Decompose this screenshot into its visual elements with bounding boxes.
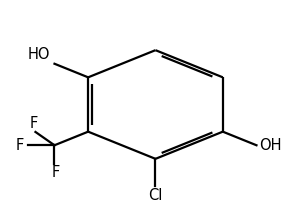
Text: Cl: Cl	[148, 188, 163, 203]
Text: F: F	[16, 138, 24, 153]
Text: HO: HO	[28, 47, 50, 62]
Text: OH: OH	[259, 138, 281, 153]
Text: F: F	[30, 116, 38, 131]
Text: F: F	[52, 165, 60, 180]
